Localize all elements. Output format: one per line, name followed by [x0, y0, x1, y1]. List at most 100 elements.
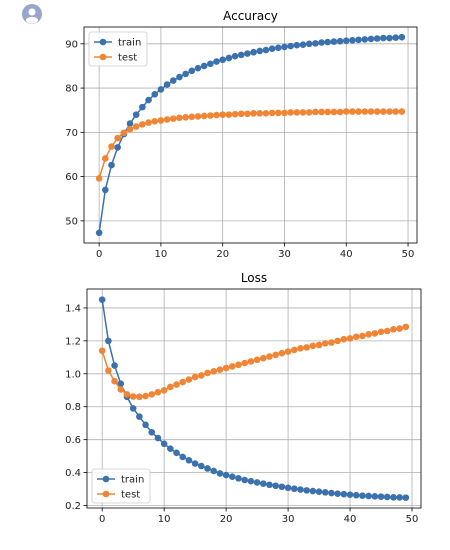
accuracy-series-test-point	[231, 110, 239, 118]
accuracy-series-test-point	[318, 108, 325, 116]
loss-series-test-point	[148, 391, 156, 398]
accuracy-legend-test-label: test	[118, 53, 137, 64]
accuracy-series-test-point	[157, 117, 165, 124]
accuracy-series-test-point	[250, 110, 257, 117]
accuracy-series-train-point	[349, 36, 356, 44]
accuracy-series-test-point	[225, 111, 233, 118]
loss-series-train-point	[377, 493, 385, 500]
accuracy-series-train-point	[392, 34, 399, 41]
loss-series-train-point	[396, 494, 403, 501]
accuracy-y-tick-label: 70	[65, 128, 78, 139]
accuracy-series-train-point	[275, 44, 282, 52]
loss-series-train-point	[136, 413, 143, 420]
accuracy-series-test-point	[114, 134, 121, 142]
loss-y-tick-label: 1.4	[65, 303, 81, 314]
accuracy-series-test-point	[299, 109, 307, 116]
accuracy-series-test-point	[262, 110, 270, 117]
accuracy-series-test-point	[194, 113, 202, 120]
loss-series-test-point	[235, 361, 242, 369]
accuracy-series-test-point	[336, 108, 344, 116]
loss-series-test-point	[247, 358, 255, 365]
loss-series-train-point	[402, 494, 410, 501]
accuracy-series-test-point	[95, 175, 103, 182]
accuracy-series-train-point	[305, 40, 313, 48]
loss-series-train-point	[173, 449, 180, 457]
loss-series-train-point	[297, 486, 304, 493]
loss-series-test-point	[98, 347, 106, 355]
loss-series-train-point	[266, 481, 273, 489]
loss-series-train-point	[309, 487, 317, 495]
accuracy-series-train-point	[244, 50, 251, 57]
accuracy-series-train-point	[132, 111, 140, 118]
accuracy-x-tick-label: 30	[278, 249, 291, 260]
loss-x-tick-label: 50	[406, 514, 419, 525]
loss-series-test-point	[272, 351, 279, 359]
loss-series-test-point	[253, 356, 261, 364]
loss-series-train-point	[216, 470, 224, 477]
accuracy-series-train-point	[200, 62, 208, 70]
accuracy-legend: train test	[88, 31, 148, 67]
loss-series-test-point	[303, 344, 310, 351]
loss-series-train-point	[148, 428, 156, 436]
accuracy-y-tick-label: 50	[65, 216, 78, 227]
loss-series-test-point	[191, 373, 199, 381]
accuracy-series-train-point	[108, 161, 115, 169]
loss-series-test-point	[216, 366, 224, 373]
loss-series-train-point	[303, 487, 310, 494]
accuracy-series-train-point	[157, 86, 165, 93]
loss-y-tick-label: 1.2	[65, 336, 81, 347]
loss-series-train-point	[278, 483, 286, 491]
accuracy-chart: 0 10 20 30 40 50 50 60 70 80 90 Accuracy train test	[65, 9, 418, 260]
loss-series-test-point	[154, 388, 162, 396]
accuracy-series-test-point	[398, 108, 406, 115]
loss-legend-train-label: train	[121, 475, 144, 486]
accuracy-series-train-point	[361, 36, 369, 43]
accuracy-series-train-point	[380, 34, 387, 42]
loss-series-test-point	[359, 332, 366, 340]
accuracy-series-train-point	[373, 35, 381, 42]
accuracy-series-test-point	[102, 155, 109, 162]
loss-series-train-point	[210, 467, 218, 475]
loss-series-train-point	[167, 445, 174, 453]
accuracy-series-train-line	[98, 36, 402, 233]
user-avatar-icon[interactable]	[22, 4, 42, 24]
accuracy-series-test-point	[268, 109, 276, 117]
accuracy-series-train-point	[151, 90, 159, 98]
accuracy-series-test-point	[126, 125, 134, 133]
accuracy-series-train-point	[318, 39, 325, 46]
accuracy-series-test-point	[349, 108, 356, 115]
loss-series-test-point	[278, 349, 286, 357]
accuracy-series-train-point	[299, 41, 307, 49]
loss-x-tick-label: 0	[99, 514, 105, 525]
loss-series-train-point	[253, 479, 261, 486]
accuracy-series-train-point	[219, 56, 226, 64]
loss-series-test-point	[198, 372, 205, 379]
loss-series-train-point	[272, 482, 279, 490]
loss-series-train-point	[129, 405, 137, 412]
accuracy-series-train-point	[336, 37, 344, 45]
loss-series-train-point	[371, 493, 379, 500]
accuracy-y-tick-label: 80	[65, 84, 78, 95]
accuracy-series-train-point	[114, 144, 121, 151]
accuracy-series-test-point	[287, 109, 294, 116]
accuracy-series-train-point	[386, 34, 393, 42]
accuracy-series-train-point	[250, 48, 257, 56]
accuracy-legend-train-label: train	[118, 38, 141, 49]
loss-series-test-point	[142, 392, 149, 400]
accuracy-series-train-point	[262, 46, 270, 54]
loss-y-tick-label: 0.6	[65, 435, 81, 446]
loss-series-test-point	[396, 325, 403, 332]
accuracy-series-train-point	[225, 54, 233, 62]
loss-y-tick-label: 1.0	[65, 369, 81, 380]
accuracy-series-train-point	[355, 36, 362, 44]
accuracy-series-test-point	[139, 121, 146, 128]
accuracy-series-train-point	[237, 51, 245, 59]
loss-series-train-point	[352, 491, 360, 499]
loss-series-test-point	[402, 323, 410, 331]
accuracy-series-test-point	[237, 110, 245, 118]
accuracy-x-tick-label: 50	[402, 249, 415, 260]
loss-series-train-point	[111, 362, 118, 369]
loss-series-test-point	[340, 335, 348, 343]
loss-series-train-point	[359, 492, 366, 499]
